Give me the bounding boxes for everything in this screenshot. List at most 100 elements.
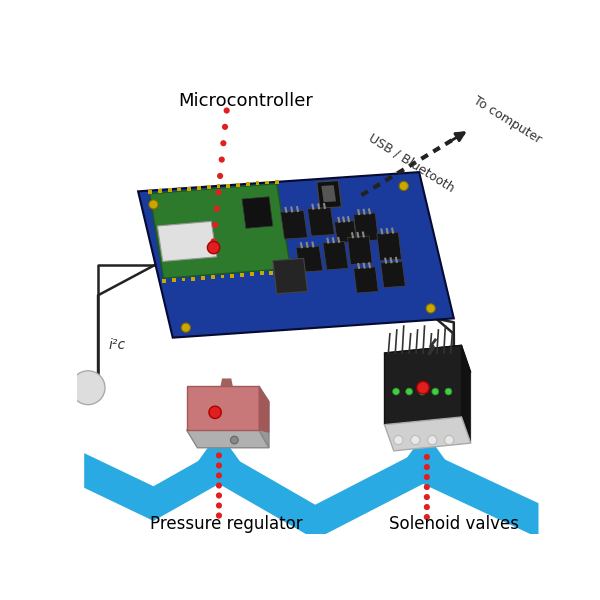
Circle shape xyxy=(410,436,420,445)
Polygon shape xyxy=(84,449,539,539)
Circle shape xyxy=(392,388,400,395)
Circle shape xyxy=(222,124,228,130)
Circle shape xyxy=(149,200,158,209)
Polygon shape xyxy=(149,184,290,278)
Polygon shape xyxy=(289,269,293,273)
Polygon shape xyxy=(265,181,269,184)
Polygon shape xyxy=(162,279,166,283)
Polygon shape xyxy=(269,271,274,275)
Circle shape xyxy=(216,452,222,458)
Polygon shape xyxy=(334,221,357,243)
Polygon shape xyxy=(322,185,336,202)
Circle shape xyxy=(218,157,225,163)
Polygon shape xyxy=(242,197,273,229)
Circle shape xyxy=(424,454,430,460)
Circle shape xyxy=(424,494,430,500)
Circle shape xyxy=(215,189,221,196)
Text: Solenoid valves: Solenoid valves xyxy=(389,515,519,533)
Polygon shape xyxy=(198,433,240,479)
Text: Pressure regulator: Pressure regulator xyxy=(151,515,303,533)
Polygon shape xyxy=(182,278,185,281)
Polygon shape xyxy=(157,221,217,262)
Polygon shape xyxy=(246,182,250,186)
Polygon shape xyxy=(187,386,259,430)
Circle shape xyxy=(224,107,230,113)
Circle shape xyxy=(216,502,222,509)
Circle shape xyxy=(399,181,409,191)
Circle shape xyxy=(417,382,429,394)
Polygon shape xyxy=(273,259,308,294)
Polygon shape xyxy=(178,187,181,191)
Polygon shape xyxy=(259,386,269,433)
Polygon shape xyxy=(256,181,259,185)
Circle shape xyxy=(181,323,190,332)
Circle shape xyxy=(220,140,226,146)
Polygon shape xyxy=(221,275,224,278)
Circle shape xyxy=(426,304,436,313)
Polygon shape xyxy=(158,189,162,193)
Polygon shape xyxy=(275,180,279,184)
Polygon shape xyxy=(138,172,454,338)
Polygon shape xyxy=(172,278,176,282)
Polygon shape xyxy=(377,232,401,260)
Polygon shape xyxy=(230,274,234,278)
Circle shape xyxy=(216,463,222,469)
Circle shape xyxy=(216,482,222,488)
Circle shape xyxy=(406,388,413,395)
Circle shape xyxy=(424,474,430,480)
Circle shape xyxy=(71,371,105,404)
Polygon shape xyxy=(260,271,263,275)
Polygon shape xyxy=(279,270,283,274)
Circle shape xyxy=(419,388,425,395)
Circle shape xyxy=(216,493,222,499)
Polygon shape xyxy=(201,276,205,280)
Circle shape xyxy=(445,388,452,395)
Polygon shape xyxy=(461,346,471,443)
Circle shape xyxy=(216,472,222,479)
Circle shape xyxy=(217,173,223,179)
Polygon shape xyxy=(354,267,379,293)
Circle shape xyxy=(216,512,222,518)
Text: i²c: i²c xyxy=(109,338,126,352)
Polygon shape xyxy=(385,346,471,380)
Polygon shape xyxy=(240,273,244,277)
Circle shape xyxy=(230,436,238,444)
Polygon shape xyxy=(404,433,446,479)
Circle shape xyxy=(432,388,439,395)
Polygon shape xyxy=(187,430,269,448)
Polygon shape xyxy=(259,386,269,448)
Polygon shape xyxy=(148,190,152,194)
Polygon shape xyxy=(220,379,233,386)
Circle shape xyxy=(424,504,430,510)
Circle shape xyxy=(428,436,437,445)
Polygon shape xyxy=(385,346,461,425)
Polygon shape xyxy=(211,275,215,279)
Circle shape xyxy=(424,514,430,520)
Circle shape xyxy=(424,464,430,470)
Polygon shape xyxy=(281,211,308,239)
Polygon shape xyxy=(187,187,191,191)
Circle shape xyxy=(208,241,220,254)
Polygon shape xyxy=(226,184,230,187)
Polygon shape xyxy=(217,184,220,188)
Polygon shape xyxy=(167,188,172,192)
Polygon shape xyxy=(250,272,254,276)
Text: USB / Bluetooth: USB / Bluetooth xyxy=(366,131,457,194)
Polygon shape xyxy=(347,236,372,265)
Text: To computer: To computer xyxy=(471,94,544,146)
Circle shape xyxy=(211,238,217,244)
Polygon shape xyxy=(191,277,195,281)
Circle shape xyxy=(212,222,218,228)
Circle shape xyxy=(214,206,220,212)
Circle shape xyxy=(209,406,221,419)
Polygon shape xyxy=(308,208,334,236)
Polygon shape xyxy=(380,262,405,287)
Polygon shape xyxy=(323,241,349,270)
Circle shape xyxy=(445,436,454,445)
Circle shape xyxy=(394,436,403,445)
Polygon shape xyxy=(197,186,201,190)
Circle shape xyxy=(424,484,430,490)
Polygon shape xyxy=(317,181,341,208)
Polygon shape xyxy=(385,417,471,451)
Polygon shape xyxy=(296,246,323,272)
